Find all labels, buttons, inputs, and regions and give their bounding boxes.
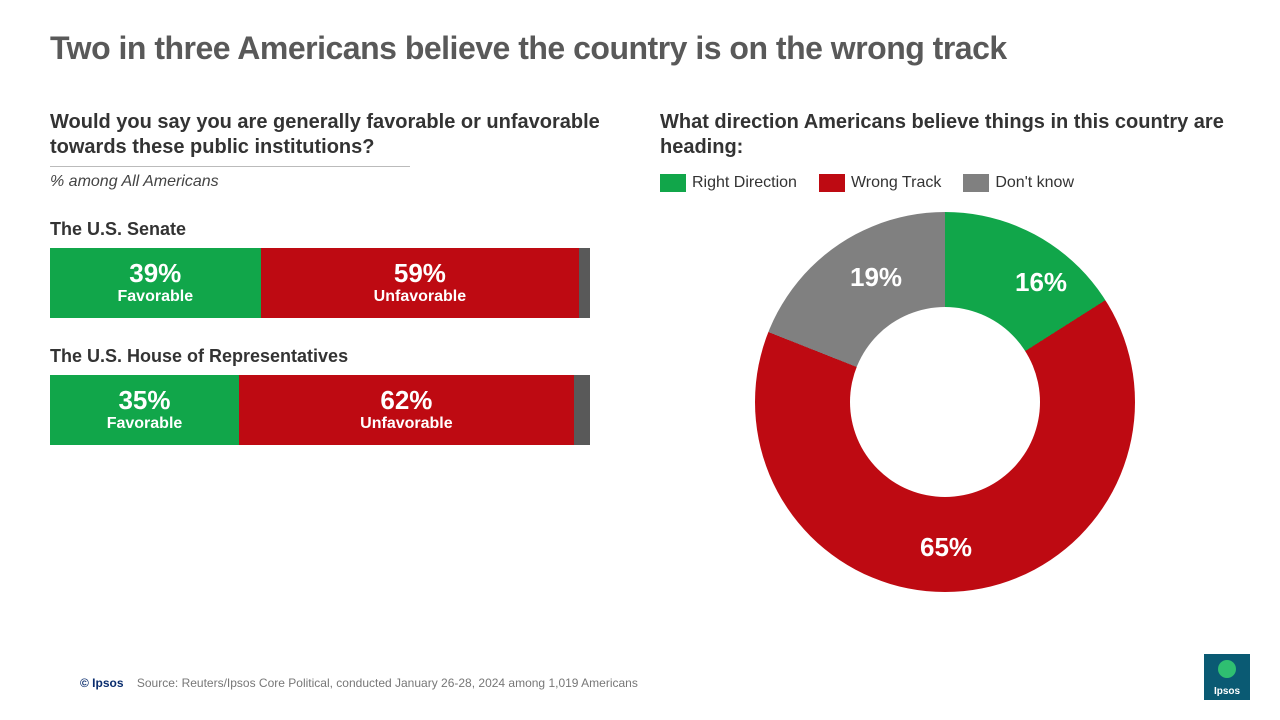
donut-legend: Right Direction Wrong Track Don't know: [660, 174, 1230, 192]
page: Two in three Americans believe the count…: [0, 0, 1280, 720]
bar-group-house: The U.S. House of Representatives 35% Fa…: [50, 346, 610, 445]
bar-caption: Unfavorable: [360, 415, 452, 433]
bar-value: 35%: [118, 387, 170, 413]
bar-segment-remainder: [574, 375, 590, 445]
stacked-bar: 35% Favorable 62% Unfavorable: [50, 375, 590, 445]
left-panel: Would you say you are generally favorabl…: [50, 110, 610, 445]
legend-item: Wrong Track: [819, 174, 941, 192]
source-text: Source: Reuters/Ipsos Core Political, co…: [137, 676, 638, 690]
bar-group-senate: The U.S. Senate 39% Favorable 59% Unfavo…: [50, 219, 610, 318]
page-title: Two in three Americans believe the count…: [50, 30, 1007, 67]
legend-swatch: [819, 174, 845, 192]
footer: © Ipsos Source: Reuters/Ipsos Core Polit…: [80, 676, 638, 690]
donut-slice-label: 65%: [920, 532, 972, 563]
ipsos-logo: Ipsos: [1204, 654, 1250, 700]
donut-slice-label: 19%: [850, 262, 902, 293]
bar-value: 39%: [129, 260, 181, 286]
legend-swatch: [963, 174, 989, 192]
bar-value: 59%: [394, 260, 446, 286]
left-subtitle: % among All Americans: [50, 166, 410, 191]
bar-value: 62%: [380, 387, 432, 413]
bar-segment-favorable: 39% Favorable: [50, 248, 261, 318]
donut-chart: 16% 65% 19%: [755, 212, 1135, 592]
donut-slice-label: 16%: [1015, 267, 1067, 298]
legend-label: Right Direction: [692, 174, 797, 192]
legend-item: Don't know: [963, 174, 1074, 192]
right-question: What direction Americans believe things …: [660, 110, 1230, 160]
bar-title: The U.S. House of Representatives: [50, 346, 610, 367]
stacked-bar: 39% Favorable 59% Unfavorable: [50, 248, 590, 318]
left-question: Would you say you are generally favorabl…: [50, 110, 610, 160]
bar-segment-unfavorable: 59% Unfavorable: [261, 248, 580, 318]
donut-hole: [850, 307, 1040, 497]
legend-label: Wrong Track: [851, 174, 941, 192]
bar-segment-favorable: 35% Favorable: [50, 375, 239, 445]
bar-caption: Favorable: [107, 415, 183, 433]
bar-segment-remainder: [579, 248, 590, 318]
legend-swatch: [660, 174, 686, 192]
legend-label: Don't know: [995, 174, 1074, 192]
bar-segment-unfavorable: 62% Unfavorable: [239, 375, 574, 445]
logo-text: Ipsos: [1214, 686, 1240, 697]
legend-item: Right Direction: [660, 174, 797, 192]
bar-title: The U.S. Senate: [50, 219, 610, 240]
bar-caption: Favorable: [118, 288, 194, 306]
bar-caption: Unfavorable: [374, 288, 466, 306]
right-panel: What direction Americans believe things …: [660, 110, 1230, 592]
copyright: © Ipsos: [80, 676, 124, 690]
